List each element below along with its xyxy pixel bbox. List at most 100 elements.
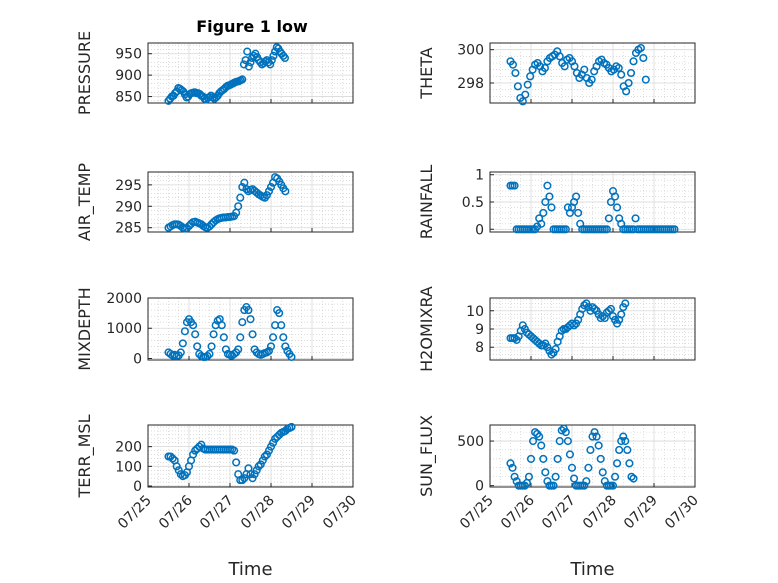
subplot-theta: 298 300 THETA xyxy=(417,42,696,106)
axes-frame xyxy=(489,424,696,488)
data-point xyxy=(547,203,556,212)
data-point xyxy=(535,432,544,441)
y-tick-label: 9 xyxy=(475,322,484,338)
x-tick-label: 07/27 xyxy=(197,493,237,533)
data-point xyxy=(606,197,616,207)
data-point xyxy=(248,474,257,483)
data-point xyxy=(608,481,618,490)
y-tick-label: 2000 xyxy=(106,291,142,307)
data-point xyxy=(624,78,633,88)
data-point xyxy=(540,63,549,73)
x-tick-label: 07/26 xyxy=(156,492,196,532)
data-point xyxy=(281,342,290,351)
data-point xyxy=(266,182,276,192)
data-point xyxy=(629,57,638,66)
x-tick-label: 07/29 xyxy=(621,493,661,533)
data-point xyxy=(543,181,552,190)
data-point xyxy=(506,459,515,468)
data-point xyxy=(611,472,620,481)
y-axis-label: PRESSURE xyxy=(75,31,94,115)
data-point xyxy=(621,299,630,308)
data-point xyxy=(521,90,530,99)
y-tick-label: 290 xyxy=(115,199,142,215)
data-point xyxy=(176,348,185,357)
subplot-mixdepth: 0 1000 2000 MIXDEPTH xyxy=(75,287,354,371)
x-axis-label: Time xyxy=(569,559,614,580)
data-point xyxy=(570,474,579,483)
data-point xyxy=(281,187,290,196)
data-point xyxy=(266,60,275,69)
data-point xyxy=(629,474,638,483)
x-axis-label: Time xyxy=(227,559,272,580)
data-point xyxy=(208,93,217,102)
data-point xyxy=(537,219,546,228)
y-tick-label: 200 xyxy=(115,440,142,456)
y-tick-label: 0.5 xyxy=(462,195,484,211)
data-point xyxy=(264,446,274,455)
data-point xyxy=(588,432,597,441)
subplot-pressure: 850 900 950 PRESSURE xyxy=(75,31,354,115)
y-tick-label: 950 xyxy=(115,47,142,63)
data-point xyxy=(636,43,645,53)
data-point xyxy=(622,87,631,96)
data-point xyxy=(197,440,206,449)
data-point xyxy=(191,330,200,339)
data-point xyxy=(531,428,540,437)
data-point xyxy=(539,341,548,350)
data-point xyxy=(258,456,267,465)
data-point xyxy=(596,314,605,323)
data-point xyxy=(234,202,243,211)
y-axis-label: RAINFALL xyxy=(417,165,436,240)
y-tick-label: 0 xyxy=(133,351,142,367)
data-point xyxy=(234,345,243,354)
data-point xyxy=(238,75,247,84)
axes-frame xyxy=(147,171,354,233)
data-point xyxy=(641,75,650,84)
data-point xyxy=(244,306,253,315)
data-point xyxy=(545,192,554,201)
y-tick-label: 900 xyxy=(115,68,142,84)
data-point xyxy=(174,466,183,475)
y-tick-label: 300 xyxy=(457,43,484,59)
data-point xyxy=(639,53,648,63)
y-axis-label: SUN_FLUX xyxy=(417,415,437,497)
data-point xyxy=(537,441,546,450)
data-point xyxy=(613,459,622,468)
data-point xyxy=(570,321,579,330)
data-point xyxy=(615,445,624,455)
data-point xyxy=(623,445,632,455)
axes-frame xyxy=(489,42,696,104)
x-tick-label: 07/30 xyxy=(662,493,702,533)
data-point xyxy=(246,470,255,479)
data-point xyxy=(553,454,562,463)
data-point xyxy=(230,446,239,455)
data-point xyxy=(189,450,198,459)
x-tick-label: 07/28 xyxy=(580,493,620,533)
data-point xyxy=(180,327,189,336)
data-point xyxy=(580,481,589,490)
data-point xyxy=(246,58,255,67)
data-point xyxy=(269,438,278,447)
data-point xyxy=(240,474,249,483)
data-point xyxy=(543,477,552,486)
data-point xyxy=(590,304,599,313)
data-point xyxy=(287,422,296,432)
data-point xyxy=(567,463,577,472)
data-point xyxy=(561,225,570,234)
data-point xyxy=(526,454,536,463)
data-point xyxy=(219,333,228,342)
subplot-sun-flux: 0 500 07/25 07/26 07/27 07/28 07/29 07/30 SUN_FL… xyxy=(417,415,702,580)
data-point xyxy=(508,463,517,472)
data-point xyxy=(596,454,605,463)
y-tick-label: 295 xyxy=(115,178,142,194)
data-point xyxy=(570,62,579,71)
data-point xyxy=(604,214,613,223)
data-point xyxy=(189,321,198,330)
data-point xyxy=(262,450,271,459)
data-point xyxy=(172,462,181,471)
y-tick-label: 298 xyxy=(457,76,484,92)
figure-title: Figure 1 low xyxy=(196,17,308,36)
subplot-h2omixra: 8 9 10 H2OMIXRA xyxy=(417,286,696,372)
data-point xyxy=(195,442,204,451)
